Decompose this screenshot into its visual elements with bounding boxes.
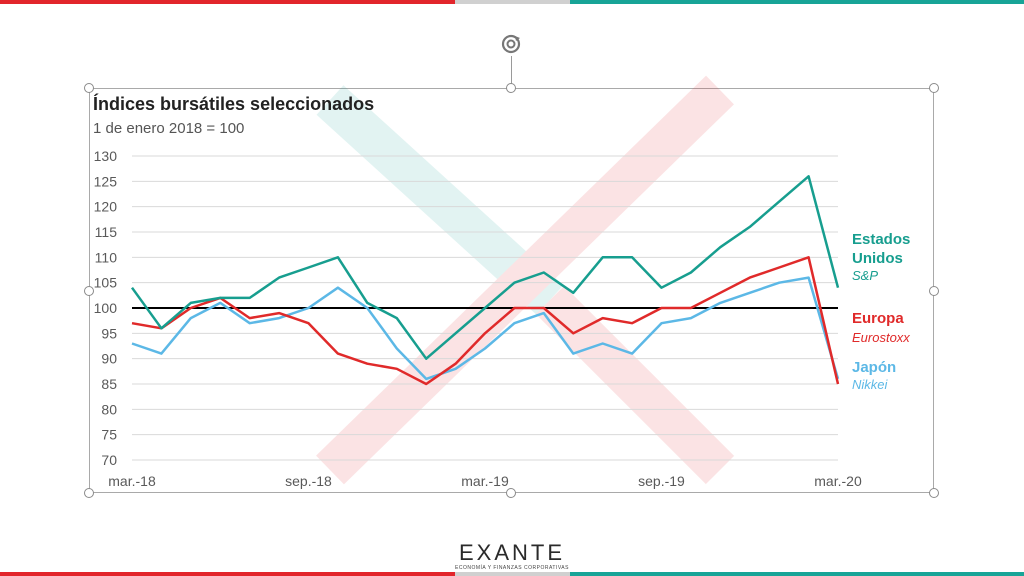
logo-wordmark: EXANTE xyxy=(458,540,566,565)
y-tick-label: 125 xyxy=(94,173,118,189)
series-line-japan xyxy=(131,276,840,381)
y-tick-label: 100 xyxy=(94,300,118,316)
resize-handle-bottom-right[interactable] xyxy=(929,488,939,498)
resize-handle-top[interactable] xyxy=(506,83,516,93)
y-tick-label: 115 xyxy=(95,224,118,240)
top-stripe-teal xyxy=(570,0,1024,4)
x-tick-label: mar.-18 xyxy=(108,473,156,489)
resize-handle-bottom[interactable] xyxy=(506,488,516,498)
resize-handle-bottom-left[interactable] xyxy=(84,488,94,498)
series-lines xyxy=(130,175,840,386)
legend-us: Estados Unidos xyxy=(852,230,910,268)
x-tick-label: mar.-20 xyxy=(814,473,862,489)
y-tick-label: 105 xyxy=(94,275,118,291)
legend-europe-sub: Eurostoxx xyxy=(852,330,910,345)
y-tick-label: 90 xyxy=(101,351,117,367)
top-stripe-grey xyxy=(455,0,570,4)
bottom-stripe-teal xyxy=(570,572,1024,576)
y-tick-label: 95 xyxy=(101,325,117,341)
chart-subtitle: 1 de enero 2018 = 100 xyxy=(93,120,245,137)
y-tick-label: 70 xyxy=(101,452,117,468)
rotate-connector xyxy=(511,56,512,88)
bottom-stripe-red xyxy=(0,572,455,576)
resize-handle-left[interactable] xyxy=(84,286,94,296)
x-axis-ticks: mar.-18 sep.-18 mar.-19 sep.-19 mar.-20 xyxy=(108,473,862,489)
top-stripe-red xyxy=(0,0,455,4)
rotate-handle-icon[interactable] xyxy=(499,32,523,56)
y-tick-label: 110 xyxy=(95,249,118,265)
legend-europe: Europa xyxy=(852,310,904,327)
y-tick-label: 120 xyxy=(94,199,118,215)
resize-handle-right[interactable] xyxy=(929,286,939,296)
legend-us-sub: S&P xyxy=(852,268,879,283)
exante-logo: EXANTE ECONOMÍA Y FINANZAS CORPORATIVAS xyxy=(452,540,572,571)
legend-us-line1: Estados xyxy=(852,231,911,248)
x-tick-label: mar.-19 xyxy=(461,473,509,489)
bottom-stripe-grey xyxy=(455,572,570,576)
resize-handle-top-left[interactable] xyxy=(84,83,94,93)
legend-japan: Japón xyxy=(852,359,897,376)
series-line-us xyxy=(130,175,840,360)
x-tick-label: sep.-18 xyxy=(285,473,332,489)
x-tick-label: sep.-19 xyxy=(638,473,685,489)
y-tick-label: 80 xyxy=(101,401,117,417)
resize-handle-top-right[interactable] xyxy=(929,83,939,93)
legend-japan-sub: Nikkei xyxy=(852,377,888,392)
logo-tagline: ECONOMÍA Y FINANZAS CORPORATIVAS xyxy=(455,565,569,571)
chart-title: Índices bursátiles seleccionados xyxy=(93,94,375,114)
series-line-europe xyxy=(131,256,840,386)
y-tick-label: 85 xyxy=(101,376,117,392)
y-axis-ticks: 70 75 80 85 90 95 100 105 110 115 120 125 130 xyxy=(94,148,118,468)
y-tick-label: 130 xyxy=(94,148,118,164)
legend-us-line2: Unidos xyxy=(852,250,903,267)
y-tick-label: 75 xyxy=(101,427,117,443)
